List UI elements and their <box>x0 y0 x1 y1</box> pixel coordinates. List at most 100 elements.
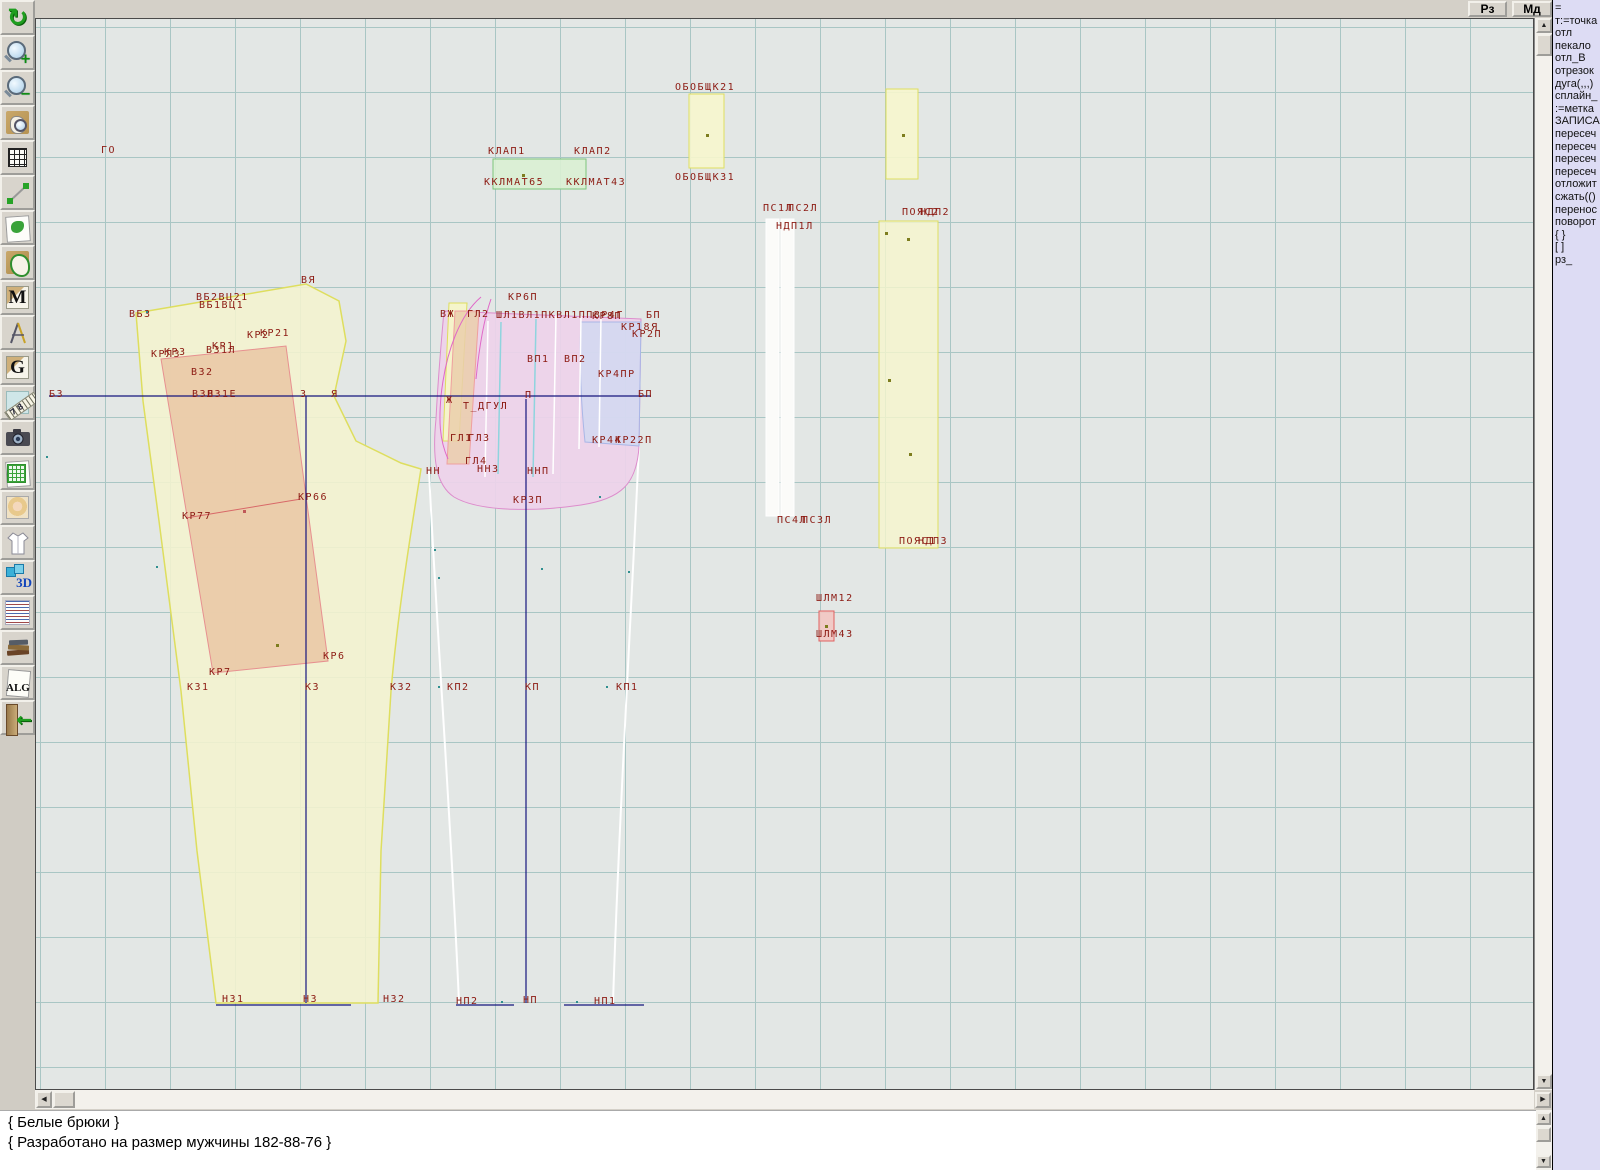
pattern-point-label: ВБ3 <box>129 309 152 320</box>
pattern-point-label: З <box>300 389 308 400</box>
back-overlay-piece[interactable] <box>160 345 329 674</box>
point-marker <box>156 566 158 568</box>
command-line: :=метка <box>1555 102 1595 115</box>
belt-loop-strips[interactable] <box>765 218 795 517</box>
pattern-point-label: НП <box>523 995 539 1006</box>
pattern-point-label: КР21 <box>260 328 291 339</box>
command-line: пересеч <box>1555 165 1597 178</box>
books-icon <box>2 632 33 663</box>
message-scrollbar[interactable]: ▲ ▼ <box>1536 1110 1552 1170</box>
pattern-point-label: Ж <box>446 395 454 406</box>
3d-button[interactable]: 3D <box>0 560 35 595</box>
construction-lines <box>49 395 651 1006</box>
scroll-down-button[interactable]: ▼ <box>1536 1074 1552 1089</box>
g-doc-button[interactable]: G <box>0 350 35 385</box>
portrait-photo-icon <box>6 496 29 519</box>
pattern-point-label: Н31 <box>222 994 245 1005</box>
message-line: { Белые брюки } <box>8 1114 120 1131</box>
md-mode-button[interactable]: Мд <box>1512 1 1552 17</box>
scroll-right-button[interactable]: ▶ <box>1535 1092 1551 1108</box>
garment-sketch-button[interactable] <box>0 525 35 560</box>
pattern-point-label: ГЛ2 <box>467 309 490 320</box>
grid-icon <box>8 148 27 167</box>
pattern-point-label: КР22П <box>615 435 653 446</box>
message-scroll-thumb[interactable] <box>1536 1127 1551 1142</box>
measure-line-button[interactable] <box>0 175 35 210</box>
zoom-out-button[interactable]: − <box>0 70 35 105</box>
drawing-canvas[interactable]: ГО ОБОБЩК21 ОБОБЩК31 КЛАП1 КЛАП2 ККЛМАТ65 ККЛМ… <box>35 18 1534 1090</box>
pattern-point-label: Н3 <box>303 994 319 1005</box>
point-marker <box>888 379 891 382</box>
pattern-point-label: ГО <box>101 145 117 156</box>
pattern-point-label: ККЛМАТ65 <box>484 177 545 188</box>
top-bar: Рз Мд <box>35 0 1552 18</box>
canvas-horizontal-scrollbar[interactable]: ◀ <box>35 1090 1534 1109</box>
pattern-point-label: ОБОБЩК31 <box>675 172 736 183</box>
pattern-point-label: КЛАП1 <box>488 146 526 157</box>
pattern-point-label: КР3 <box>164 347 187 358</box>
pattern-point-label: КР6 <box>323 651 346 662</box>
waistband-piece[interactable] <box>878 220 939 549</box>
scroll-left-button[interactable]: ◀ <box>36 1091 52 1108</box>
binding-piece-2[interactable] <box>885 88 919 180</box>
books-button[interactable] <box>0 630 35 665</box>
pattern-shapes-layer <box>49 88 939 1006</box>
pattern-point-label: ВП1 <box>527 354 550 365</box>
pattern-point-label: ОБОБЩК21 <box>675 82 736 93</box>
spec-table-button[interactable] <box>0 455 35 490</box>
side-panel-piece[interactable] <box>579 321 642 447</box>
ruler-button[interactable]: 7 8 <box>0 385 40 422</box>
zoom-in-button[interactable]: + <box>0 35 35 70</box>
pattern-point-label: ШЛМ12 <box>816 593 854 604</box>
command-panel[interactable]: = т:=точка отл пекало отл_В отрезок дуга(,,,) с… <box>1552 0 1600 1170</box>
exit-door-icon: ← <box>2 702 33 736</box>
message-scroll-down-button[interactable]: ▼ <box>1536 1155 1551 1168</box>
canvas-vertical-scrollbar[interactable]: ▲ ▼ <box>1534 18 1552 1090</box>
pattern-point-label: ВП2 <box>564 354 587 365</box>
pleat-lines <box>484 314 602 478</box>
compass-button[interactable] <box>0 315 35 350</box>
pattern-point-label: КЛАП2 <box>574 146 612 157</box>
pattern-point-label: ПС1Л <box>763 203 794 214</box>
3d-icon: 3D <box>2 562 33 593</box>
text-list-button[interactable] <box>0 595 35 630</box>
pattern-point-label: НДП3 <box>918 536 949 547</box>
pattern-point-label: ННП <box>527 466 550 477</box>
pattern-piece-button[interactable] <box>0 245 35 280</box>
pattern-point-label: ПС4Л <box>777 515 808 526</box>
camera-icon <box>2 422 33 453</box>
alg-doc-button[interactable]: ALG <box>0 665 35 700</box>
pattern-point-label: БП <box>638 389 654 400</box>
vertical-scroll-thumb[interactable] <box>1536 34 1552 56</box>
binding-piece-1[interactable] <box>688 93 725 169</box>
pattern-point-label: В31Е <box>207 389 238 400</box>
camera-button[interactable] <box>0 420 35 455</box>
compass-icon <box>2 317 33 348</box>
m-letter-icon: M <box>6 286 29 309</box>
notch-lines <box>497 318 537 478</box>
layout-map-button[interactable] <box>0 210 35 245</box>
exit-button[interactable]: ← <box>0 700 35 736</box>
message-console[interactable]: { Белые брюки } { Разработано на размер м… <box>0 1110 1536 1170</box>
command-line: сжать(() <box>1555 190 1596 203</box>
pattern-point-label: КР44 <box>592 435 623 446</box>
flap-piece[interactable] <box>492 158 587 190</box>
pattern-point-label: КР8П <box>592 311 623 322</box>
model-photo-button[interactable] <box>0 490 35 525</box>
pattern-point-label: НН3 <box>477 464 500 475</box>
command-line: ЗАПИСА <box>1555 115 1600 128</box>
pocket-facing-piece[interactable] <box>446 310 480 465</box>
pattern-point-label: ПОЯС1 <box>899 536 937 547</box>
undo-button[interactable]: ↻ <box>0 0 35 35</box>
m-doc-button[interactable]: M <box>0 280 35 315</box>
scroll-up-button[interactable]: ▲ <box>1536 18 1552 33</box>
piece-preview-button[interactable] <box>0 105 35 140</box>
point-marker <box>541 568 543 570</box>
message-scroll-up-button[interactable]: ▲ <box>1536 1112 1551 1125</box>
horizontal-scroll-thumb[interactable] <box>53 1091 75 1108</box>
grid-button[interactable] <box>0 140 35 175</box>
pattern-piece-icon <box>6 251 30 277</box>
pattern-point-label: КР6П <box>508 292 539 303</box>
point-marker <box>501 1001 503 1003</box>
rz-mode-button[interactable]: Рз <box>1468 1 1507 17</box>
